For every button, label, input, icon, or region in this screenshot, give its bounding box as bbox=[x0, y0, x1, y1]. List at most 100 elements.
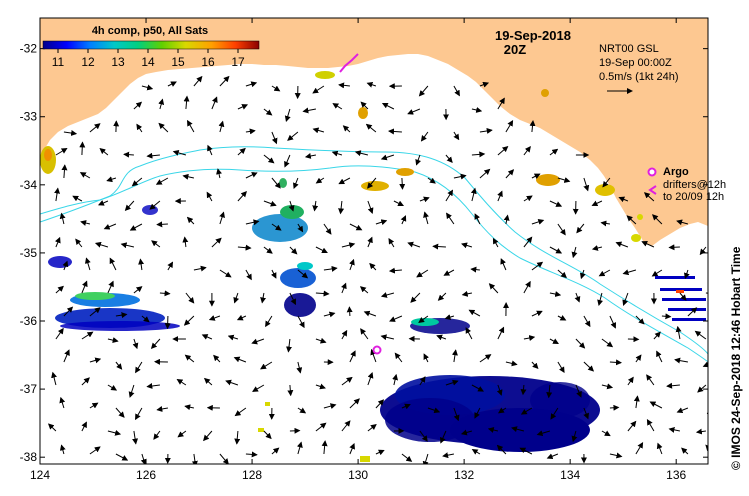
current-arrow bbox=[598, 269, 611, 277]
current-arrow bbox=[401, 403, 411, 410]
current-arrow bbox=[427, 407, 441, 414]
current-arrow bbox=[365, 123, 377, 133]
current-arrow bbox=[312, 200, 319, 212]
current-arrow bbox=[185, 292, 195, 304]
current-arrow bbox=[349, 398, 360, 409]
current-arrow bbox=[341, 376, 353, 386]
drifters-label: drifters@12h bbox=[663, 179, 726, 191]
current-arrow bbox=[687, 307, 698, 317]
current-arrow bbox=[312, 85, 325, 94]
current-arrow bbox=[394, 352, 403, 363]
current-arrow bbox=[289, 246, 298, 255]
x-tick-label: 126 bbox=[136, 468, 156, 482]
current-arrow bbox=[695, 428, 706, 435]
current-arrow bbox=[583, 407, 589, 420]
current-arrow bbox=[474, 213, 481, 225]
current-arrow bbox=[597, 292, 604, 306]
current-arrow bbox=[315, 246, 328, 254]
current-arrow bbox=[410, 292, 421, 303]
current-arrow bbox=[293, 177, 299, 190]
current-arrow bbox=[63, 306, 74, 317]
colorbar-tick-label: 12 bbox=[81, 55, 95, 69]
current-arrow bbox=[55, 285, 64, 294]
current-arrow bbox=[505, 120, 514, 133]
current-arrow bbox=[297, 407, 307, 414]
currents-product: NRT00 GSL bbox=[599, 43, 659, 55]
current-arrow bbox=[245, 81, 258, 88]
current-arrow bbox=[89, 123, 101, 133]
current-arrow bbox=[146, 152, 160, 159]
current-arrow bbox=[369, 262, 377, 271]
current-arrow bbox=[115, 453, 129, 461]
current-arrow bbox=[354, 150, 369, 157]
current-arrow bbox=[81, 331, 94, 340]
argo-label: Argo bbox=[663, 166, 689, 178]
current-arrow bbox=[63, 130, 78, 136]
current-arrow bbox=[54, 187, 61, 202]
current-arrow bbox=[287, 384, 294, 397]
current-arrow bbox=[675, 325, 682, 340]
current-arrow bbox=[668, 426, 681, 433]
current-arrow bbox=[497, 190, 503, 202]
current-arrow bbox=[446, 212, 455, 225]
current-arrow bbox=[471, 448, 481, 455]
current-arrow bbox=[62, 260, 69, 271]
current-arrow bbox=[346, 306, 353, 317]
current-arrow bbox=[315, 177, 325, 184]
current-arrow bbox=[367, 423, 377, 432]
x-axis: 124 126 128 130 132 134 136 bbox=[30, 18, 687, 482]
current-arrow bbox=[635, 354, 642, 363]
current-arrow bbox=[315, 290, 330, 297]
current-arrow bbox=[132, 430, 139, 445]
colorbar-tick-label: 15 bbox=[171, 55, 185, 69]
current-arrow bbox=[407, 241, 421, 248]
current-arrow bbox=[59, 444, 66, 455]
current-arrow bbox=[437, 292, 447, 301]
current-arrow bbox=[656, 350, 663, 363]
current-arrow bbox=[601, 383, 614, 390]
current-arrow bbox=[699, 246, 707, 256]
current-arrow bbox=[323, 403, 337, 410]
current-arrow bbox=[151, 240, 161, 248]
current-arrow bbox=[479, 127, 493, 134]
drifter-track bbox=[339, 53, 359, 73]
current-arrow bbox=[453, 131, 460, 141]
current-arrow bbox=[442, 452, 455, 459]
current-arrow bbox=[601, 338, 614, 348]
current-arrow bbox=[156, 406, 168, 412]
current-arrow bbox=[182, 236, 189, 248]
current-arrow bbox=[676, 407, 689, 414]
current-arrow bbox=[381, 102, 395, 110]
current-arrow bbox=[120, 242, 135, 249]
current-arrow bbox=[172, 149, 187, 156]
current-arrow bbox=[591, 245, 603, 251]
current-arrow bbox=[150, 338, 161, 350]
current-arrow bbox=[124, 200, 135, 212]
current-arrow bbox=[627, 420, 637, 432]
current-arrow bbox=[600, 220, 610, 227]
current-arrow bbox=[158, 98, 165, 110]
current-arrow bbox=[149, 200, 161, 210]
current-arrow bbox=[265, 315, 273, 328]
current-arrow bbox=[131, 177, 143, 187]
current-arrow bbox=[579, 269, 586, 280]
colorbar-label: 4h comp, p50, All Sats bbox=[92, 25, 208, 37]
x-tick-label: 130 bbox=[348, 468, 368, 482]
current-arrow bbox=[129, 223, 143, 231]
current-arrow bbox=[609, 315, 617, 329]
current-arrow bbox=[523, 236, 533, 248]
current-arrow bbox=[674, 357, 689, 364]
colorbar-tick-label: 16 bbox=[201, 55, 215, 69]
current-arrow bbox=[363, 310, 377, 317]
current-arrow bbox=[115, 361, 123, 370]
current-arrow bbox=[367, 372, 374, 386]
current-arrow bbox=[635, 442, 644, 455]
current-arrow bbox=[445, 379, 459, 386]
currents-scale: 0.5m/s (1kt 24h) bbox=[599, 71, 678, 83]
current-arrow bbox=[375, 399, 385, 409]
current-arrow bbox=[618, 196, 629, 203]
current-arrow bbox=[55, 147, 68, 156]
x-tick-label: 132 bbox=[454, 468, 474, 482]
current-arrow bbox=[193, 265, 207, 272]
